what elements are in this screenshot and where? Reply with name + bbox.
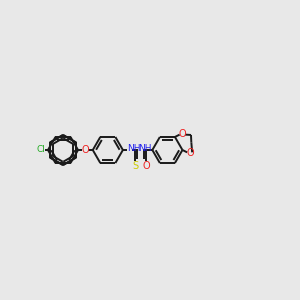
Text: Cl: Cl bbox=[36, 146, 45, 154]
Text: O: O bbox=[178, 129, 186, 139]
Text: NH: NH bbox=[138, 144, 152, 153]
Text: O: O bbox=[82, 145, 89, 155]
Text: S: S bbox=[132, 161, 138, 171]
Text: O: O bbox=[142, 161, 150, 171]
Text: NH: NH bbox=[127, 144, 141, 153]
Text: O: O bbox=[186, 148, 194, 158]
